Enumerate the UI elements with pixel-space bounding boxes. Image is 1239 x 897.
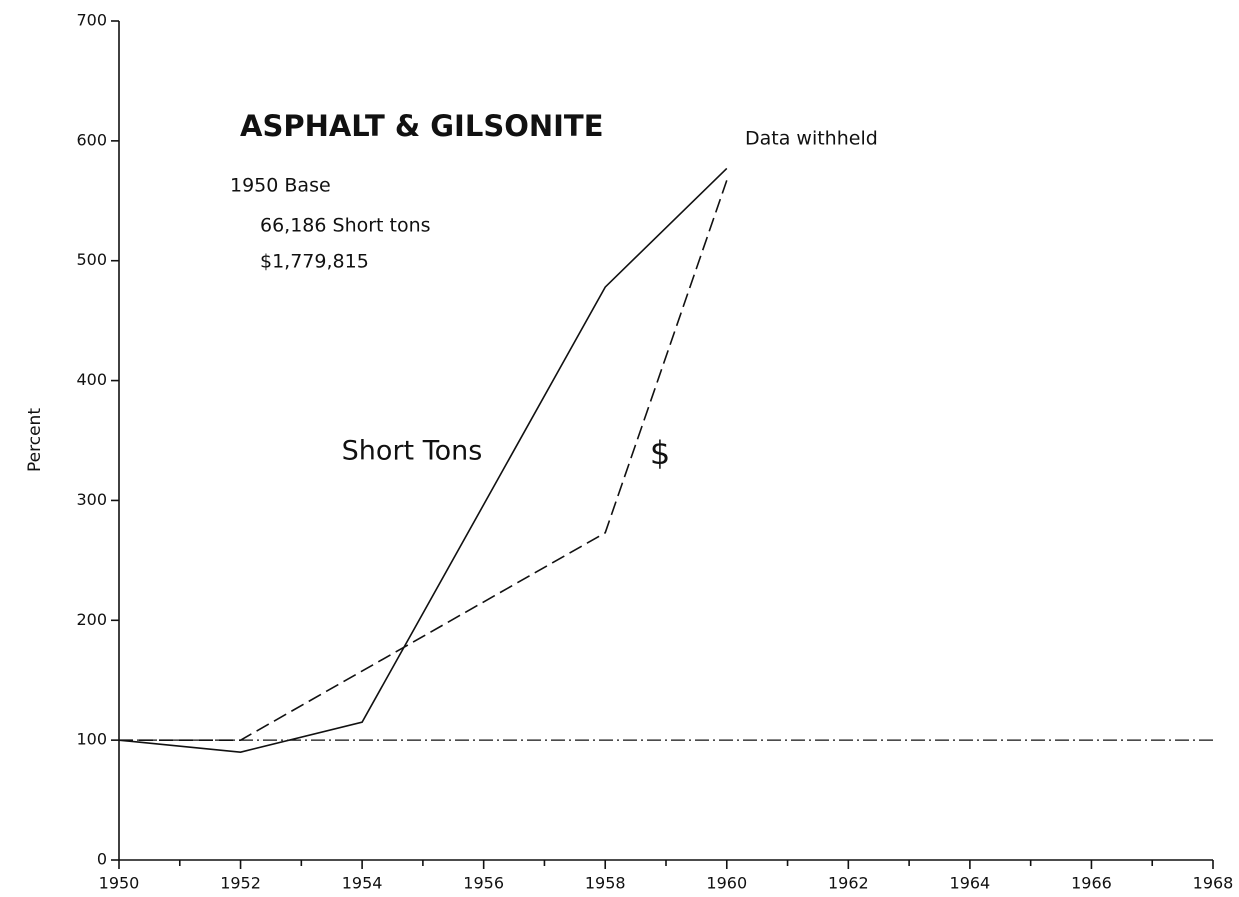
series-label: $ — [650, 434, 670, 472]
x-tick-label: 1954 — [342, 874, 383, 893]
y-tick-label: 600 — [76, 130, 107, 149]
x-tick-label: 1960 — [706, 874, 747, 893]
y-tick-label: 700 — [76, 11, 107, 30]
y-tick-label: 500 — [76, 250, 107, 269]
chart-title: ASPHALT & GILSONITE — [240, 109, 604, 143]
x-tick-label: 1952 — [220, 874, 261, 893]
y-tick-label: 0 — [97, 850, 107, 869]
x-tick-label: 1966 — [1071, 874, 1112, 893]
x-tick-label: 1950 — [99, 874, 140, 893]
annotation: $1,779,815 — [260, 251, 369, 273]
y-axis-label: Percent — [25, 408, 45, 472]
series-line — [118, 167, 728, 753]
x-tick-label: 1958 — [585, 874, 626, 893]
series-line — [119, 180, 728, 741]
annotation: Data withheld — [745, 128, 878, 150]
y-tick-label: 400 — [76, 370, 107, 389]
x-tick-label: 1964 — [950, 874, 991, 893]
x-tick-label: 1956 — [463, 874, 504, 893]
annotation: 1950 Base — [230, 175, 331, 197]
y-tick-label: 300 — [76, 490, 107, 509]
x-tick-label: 1968 — [1193, 874, 1234, 893]
y-tick-label: 100 — [76, 730, 107, 749]
annotation: 66,186 Short tons — [260, 215, 431, 237]
y-tick-label: 200 — [76, 610, 107, 629]
series-label: Short Tons — [342, 436, 483, 467]
x-tick-label: 1962 — [828, 874, 869, 893]
